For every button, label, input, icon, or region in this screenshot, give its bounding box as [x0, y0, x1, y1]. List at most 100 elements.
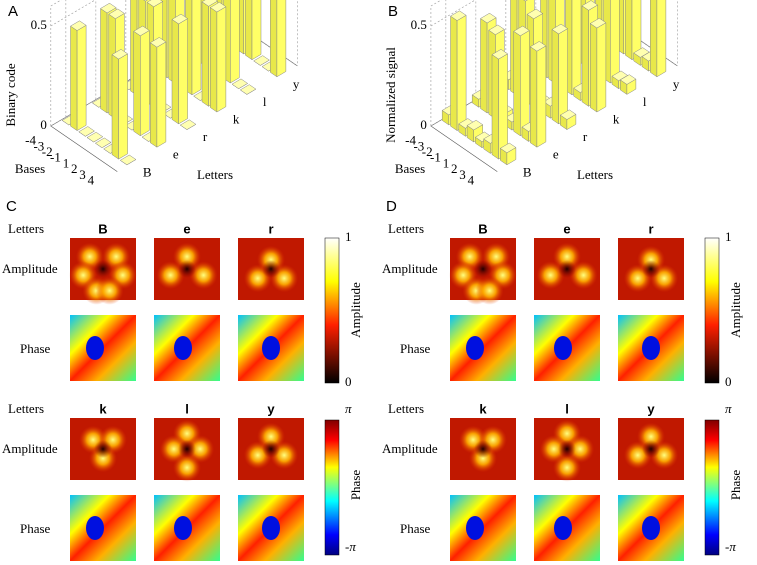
phase-image — [238, 495, 304, 561]
row-title: Amplitude — [2, 441, 58, 456]
phase-core — [554, 336, 572, 360]
bar-front — [156, 41, 167, 148]
bar-top — [466, 119, 484, 131]
bar-front — [178, 18, 188, 125]
image-core — [558, 440, 576, 458]
bar-top — [589, 17, 607, 29]
y-tick-label: k — [613, 111, 620, 126]
y-tick-label: e — [553, 147, 559, 162]
bar-front — [610, 0, 620, 84]
amplitude-image — [238, 238, 304, 300]
bar-side — [100, 8, 108, 114]
bar-top — [171, 13, 189, 25]
bar-top — [513, 25, 530, 37]
bar — [559, 109, 577, 131]
bar-top — [143, 0, 148, 2]
bar-top — [108, 8, 125, 19]
letter-title: e — [183, 221, 190, 236]
x-tick-label: 2 — [451, 161, 458, 176]
phase-image — [618, 315, 684, 381]
image-core — [474, 260, 492, 278]
x-tick-label: 1 — [63, 155, 70, 170]
bar-top — [133, 25, 150, 37]
bar — [94, 137, 112, 148]
image-core — [262, 440, 280, 458]
bar — [231, 78, 249, 89]
amplitude-image — [69, 238, 137, 305]
z-tick-label: 0 — [40, 117, 47, 132]
bar-top — [100, 2, 117, 14]
row-title: Letters — [8, 221, 44, 236]
y-axis-label: Letters — [577, 167, 613, 182]
colorbar — [324, 237, 340, 384]
bar-top — [179, 119, 197, 130]
y-tick-label: l — [263, 94, 267, 109]
amplitude-image — [154, 418, 220, 482]
bar — [513, 25, 530, 137]
bar-side — [171, 18, 179, 125]
bar — [78, 126, 95, 137]
letter-title: B — [98, 221, 107, 236]
letter-title: r — [648, 221, 653, 236]
bar-top — [559, 109, 577, 120]
phase-core — [262, 336, 280, 360]
amplitude-image — [449, 238, 517, 305]
axis-frame — [676, 0, 678, 66]
row-title: Phase — [400, 341, 431, 356]
bar-top — [488, 24, 505, 35]
letter-title: y — [267, 401, 275, 416]
bar-side — [491, 54, 499, 160]
bar-top — [529, 41, 547, 52]
axis-frame — [430, 0, 612, 126]
bar — [529, 41, 547, 148]
z-tick-label: 0.5 — [411, 17, 427, 32]
colorbar-tick-label: -π — [345, 539, 356, 554]
colorbar-tick-label: 0 — [345, 374, 352, 389]
axis-frame — [296, 0, 298, 66]
row-title: Phase — [400, 521, 431, 536]
image-blob — [536, 261, 565, 290]
image-core — [474, 440, 492, 458]
bar — [209, 1, 227, 113]
colorbar-label: Phase — [728, 470, 743, 501]
bar — [589, 17, 607, 113]
image-core — [642, 440, 660, 458]
amplitude-image — [238, 418, 304, 480]
bar-top — [78, 126, 95, 137]
panel-label: C — [6, 198, 17, 215]
bar-front — [140, 30, 150, 137]
y-tick-label: B — [143, 164, 152, 179]
amplitude-image — [70, 418, 136, 480]
amplitude-image — [618, 418, 684, 480]
phase-core — [174, 516, 192, 540]
image-blob — [173, 453, 201, 482]
image-core — [642, 260, 660, 278]
image-core — [178, 440, 196, 458]
bar-top — [209, 1, 227, 13]
row-title: Phase — [20, 341, 51, 356]
phase-image — [154, 315, 220, 381]
y-tick-label: y — [293, 76, 300, 91]
bar-top — [499, 142, 517, 154]
bar — [551, 23, 569, 125]
x-axis-label: Bases — [15, 161, 45, 176]
bar-top — [619, 74, 637, 85]
phase-core — [554, 516, 572, 540]
bar-side — [551, 28, 559, 125]
phase-core — [86, 516, 104, 540]
row-title: Letters — [388, 221, 424, 236]
x-tick-label: 1 — [443, 155, 450, 170]
bar-side — [513, 30, 521, 137]
bar-top — [111, 49, 129, 60]
x-tick-label: 4 — [468, 172, 475, 187]
letter-title: k — [479, 401, 487, 416]
z-tick-label: 0 — [420, 117, 427, 132]
phase-core — [466, 516, 484, 540]
x-tick-label: -2 — [42, 144, 53, 159]
bar-top — [231, 78, 249, 89]
image-blob — [189, 261, 218, 290]
bar — [625, 0, 642, 61]
bar — [270, 0, 287, 78]
bar-front — [230, 0, 240, 84]
y-tick-label: r — [203, 129, 208, 144]
